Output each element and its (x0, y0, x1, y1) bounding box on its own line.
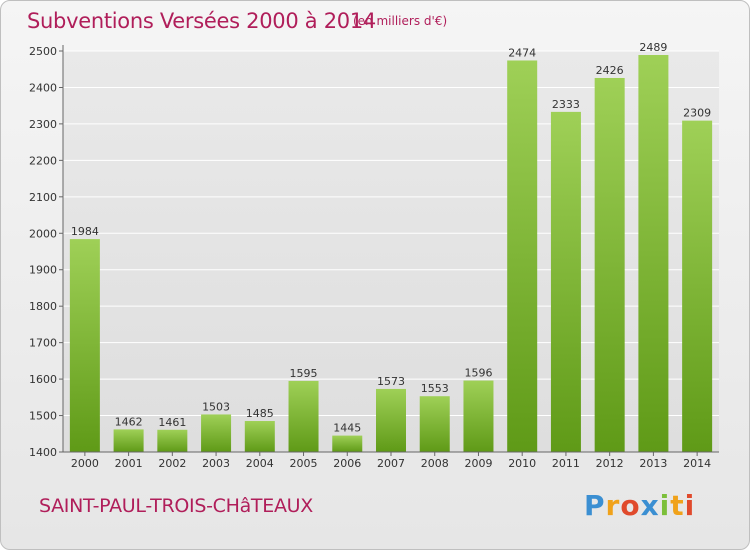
data-label: 1462 (115, 415, 143, 428)
x-tick-label: 2009 (464, 457, 492, 470)
y-tick-label: 2300 (29, 118, 57, 131)
y-tick-label: 1400 (29, 446, 57, 459)
y-tick-label: 2200 (29, 154, 57, 167)
bar (69, 239, 100, 452)
bar (507, 60, 538, 452)
data-label: 1445 (333, 422, 361, 435)
bar (332, 435, 363, 452)
y-tick-label: 1900 (29, 264, 57, 277)
x-tick-label: 2013 (639, 457, 667, 470)
y-tick-label: 2100 (29, 191, 57, 204)
x-tick-label: 2000 (71, 457, 99, 470)
data-label: 1485 (246, 407, 274, 420)
bar (550, 111, 581, 452)
data-label: 2309 (683, 107, 711, 120)
proxiti-logo[interactable]: Proxiti (584, 489, 696, 522)
bar (376, 388, 406, 452)
y-tick-label: 1700 (29, 337, 57, 350)
y-tick-label: 1600 (29, 373, 57, 386)
x-tick-label: 2011 (552, 457, 580, 470)
data-label: 1573 (377, 375, 405, 388)
data-label: 1553 (421, 382, 449, 395)
y-tick-label: 1800 (29, 300, 57, 313)
x-tick-label: 2008 (421, 457, 449, 470)
x-tick-label: 2001 (115, 457, 143, 470)
data-label: 1461 (158, 416, 186, 429)
data-label: 1596 (464, 367, 492, 380)
bar (419, 396, 450, 452)
y-tick-label: 2500 (29, 45, 57, 58)
bar (157, 429, 188, 452)
data-label: 2333 (552, 98, 580, 111)
x-tick-label: 2012 (596, 457, 624, 470)
data-label: 1984 (71, 225, 99, 238)
bar (288, 380, 319, 452)
bar (113, 429, 144, 452)
bar (638, 55, 669, 452)
bar (244, 421, 275, 452)
y-tick-label: 1500 (29, 410, 57, 423)
bar (463, 380, 494, 452)
data-label: 1595 (290, 367, 318, 380)
y-tick-label: 2400 (29, 81, 57, 94)
bar (594, 77, 625, 452)
data-label: 2474 (508, 46, 536, 59)
data-label: 2489 (639, 41, 667, 54)
data-label: 1503 (202, 400, 230, 413)
y-tick-label: 2000 (29, 227, 57, 240)
x-tick-label: 2010 (508, 457, 536, 470)
x-tick-label: 2007 (377, 457, 405, 470)
x-tick-label: 2005 (290, 457, 318, 470)
data-label: 2426 (596, 64, 624, 77)
x-tick-label: 2004 (246, 457, 274, 470)
place-name: SAINT-PAUL-TROIS-CHâTEAUX (39, 495, 313, 517)
x-tick-label: 2006 (333, 457, 361, 470)
x-tick-label: 2003 (202, 457, 230, 470)
chart-title: Subventions Versées 2000 à 2014 (27, 9, 376, 33)
chart-subtitle: (en milliers d'€) (353, 14, 448, 28)
bar (682, 120, 713, 453)
x-tick-label: 2014 (683, 457, 711, 470)
x-tick-label: 2002 (158, 457, 186, 470)
bar (201, 414, 232, 452)
